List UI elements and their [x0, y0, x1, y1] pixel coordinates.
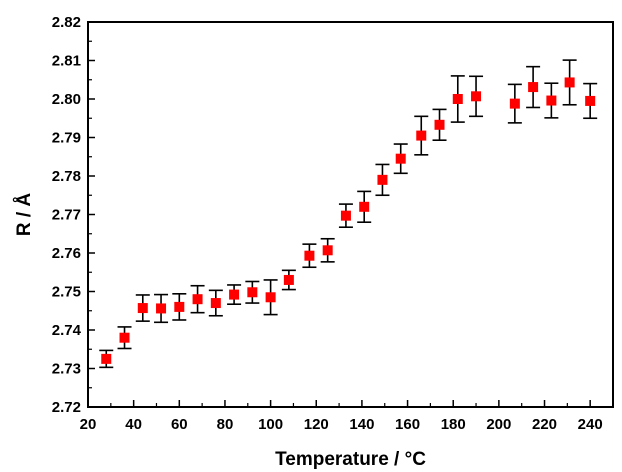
x-tick-label: 240 [578, 416, 603, 433]
data-point [174, 301, 185, 312]
x-tick-label: 100 [258, 416, 283, 433]
y-tick-label: 2.75 [52, 284, 81, 301]
x-tick-label: 60 [171, 416, 188, 433]
x-tick-label: 80 [217, 416, 234, 433]
data-point [434, 119, 445, 130]
x-tick-label: 40 [125, 416, 142, 433]
data-point [395, 153, 406, 164]
data-points [101, 77, 596, 364]
plot-frame [87, 21, 614, 408]
y-tick-label: 2.72 [52, 399, 81, 416]
data-point [192, 294, 203, 305]
data-point [304, 250, 315, 261]
data-point [359, 201, 370, 212]
data-point [509, 98, 520, 109]
data-point [119, 332, 130, 343]
axis-tick-labels: 20 40 60 80 100 120 140 160 180 200 220 240 2.72 2.73… [52, 14, 603, 433]
data-point [585, 95, 596, 106]
y-tick-label: 2.82 [52, 14, 81, 31]
y-tick-label: 2.80 [52, 91, 81, 108]
data-point [210, 298, 221, 309]
data-point [283, 274, 294, 285]
data-point [377, 174, 388, 185]
y-axis-label: R / Å [14, 193, 35, 237]
x-tick-label: 220 [532, 416, 557, 433]
y-tick-label: 2.74 [52, 322, 82, 339]
x-tick-label: 20 [80, 416, 97, 433]
data-point [528, 82, 539, 93]
x-tick-label: 200 [486, 416, 511, 433]
y-tick-label: 2.77 [52, 207, 81, 224]
data-point [564, 77, 575, 88]
data-point [546, 95, 557, 106]
data-point [340, 210, 351, 221]
x-tick-label: 160 [395, 416, 420, 433]
data-point [229, 289, 240, 300]
y-tick-label: 2.78 [52, 168, 81, 185]
data-point [137, 303, 148, 314]
y-tick-label: 2.73 [52, 361, 81, 378]
data-point [416, 130, 427, 141]
y-tick-label: 2.79 [52, 130, 81, 147]
data-point [247, 287, 258, 298]
axis-ticks [87, 21, 591, 408]
x-tick-label: 180 [441, 416, 466, 433]
y-tick-label: 2.81 [52, 53, 81, 70]
data-point [101, 353, 112, 364]
data-point [452, 94, 463, 104]
data-point [156, 303, 167, 314]
data-point [322, 245, 333, 256]
x-tick-label: 140 [349, 416, 374, 433]
y-tick-label: 2.76 [52, 245, 81, 262]
data-point [471, 91, 482, 102]
x-axis-label: Temperature / °C [275, 449, 426, 470]
x-tick-label: 120 [304, 416, 329, 433]
data-point [265, 292, 276, 303]
